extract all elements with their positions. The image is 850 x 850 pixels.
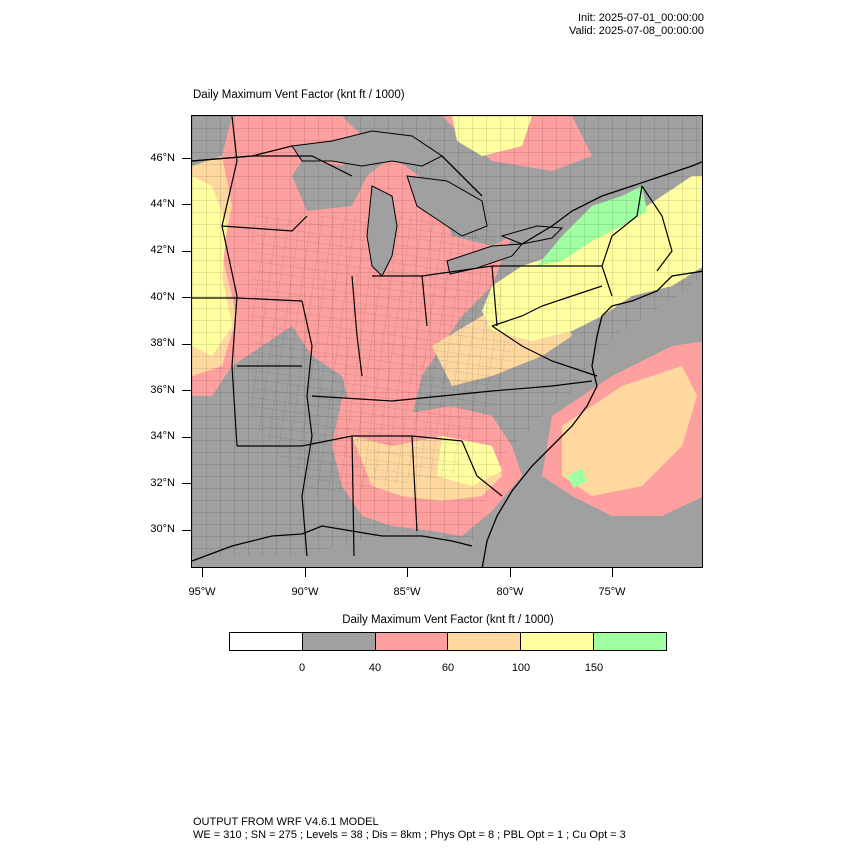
- field-green-ocean: [567, 468, 587, 488]
- valid-time: Valid: 2025-07-08_00:00:00: [569, 25, 704, 37]
- model-info: OUTPUT FROM WRF V4.6.1 MODEL WE = 310 ; …: [193, 816, 626, 842]
- lat-label-36n: 36°N: [150, 384, 175, 396]
- init-time: Init: 2025-07-01_00:00:00: [578, 12, 704, 24]
- lat-label-46n: 46°N: [150, 152, 175, 164]
- canada-border: [192, 145, 702, 245]
- lat-label-34n: 34°N: [150, 430, 175, 442]
- init-valid-block: Init: 2025-07-01_00:00:00 Valid: 2025-07…: [569, 12, 704, 38]
- lat-tick: [182, 437, 191, 438]
- colorbar-label: 150: [584, 662, 604, 674]
- lat-tick: [182, 530, 191, 531]
- colorbar-segment: [521, 633, 595, 650]
- field-orange-ocean: [562, 366, 697, 496]
- colorbar-segment: [302, 633, 376, 650]
- lat-tick: [182, 251, 191, 252]
- lat-tick: [182, 344, 191, 345]
- lon-tick: [510, 568, 511, 577]
- lon-label-90w: 90°W: [291, 586, 319, 598]
- lat-label-30n: 30°N: [150, 523, 175, 535]
- lat-label-40n: 40°N: [150, 291, 175, 303]
- coastline-gulf: [192, 525, 473, 562]
- lake-huron: [406, 175, 488, 237]
- lat-label-44n: 44°N: [150, 198, 175, 210]
- lat-tick: [182, 297, 191, 298]
- colorbar-title: Daily Maximum Vent Factor (knt ft / 1000…: [342, 614, 554, 626]
- lat-tick: [182, 204, 191, 205]
- lake-erie: [446, 243, 524, 275]
- colorbar-segment: [448, 633, 522, 650]
- map-panel: [191, 115, 703, 568]
- colorbar-segment: [375, 633, 449, 650]
- lat-label-38n: 38°N: [150, 337, 175, 349]
- lake-ontario: [500, 225, 564, 245]
- model-info-line2: WE = 310 ; SN = 275 ; Levels = 38 ; Dis …: [193, 829, 626, 841]
- lat-label-32n: 32°N: [150, 477, 175, 489]
- model-info-line1: OUTPUT FROM WRF V4.6.1 MODEL: [193, 816, 379, 828]
- lon-label-75w: 75°W: [598, 586, 626, 598]
- lat-tick: [182, 483, 191, 484]
- lon-label-85w: 85°W: [393, 586, 421, 598]
- lon-tick: [305, 568, 306, 577]
- colorbar-segment: [594, 633, 666, 650]
- colorbar-label: 40: [368, 662, 382, 674]
- lon-tick: [202, 568, 203, 577]
- state-boundaries: [192, 116, 673, 557]
- colorbar-label: 100: [511, 662, 531, 674]
- colorbar-segment: [230, 633, 303, 650]
- county-grid-2: [252, 216, 512, 496]
- lon-label-95w: 95°W: [188, 586, 216, 598]
- colorbar-label: 0: [298, 662, 306, 674]
- lon-tick: [612, 568, 613, 577]
- map-canvas: [192, 116, 702, 567]
- lat-tick: [182, 158, 191, 159]
- colorbar: [229, 632, 667, 651]
- coastline-atlantic: [481, 270, 702, 567]
- lat-label-42n: 42°N: [150, 244, 175, 256]
- lon-label-80w: 80°W: [496, 586, 524, 598]
- lat-tick: [182, 390, 191, 391]
- map-title: Daily Maximum Vent Factor (knt ft / 1000…: [193, 89, 405, 101]
- colorbar-label: 60: [441, 662, 455, 674]
- lon-tick: [407, 568, 408, 577]
